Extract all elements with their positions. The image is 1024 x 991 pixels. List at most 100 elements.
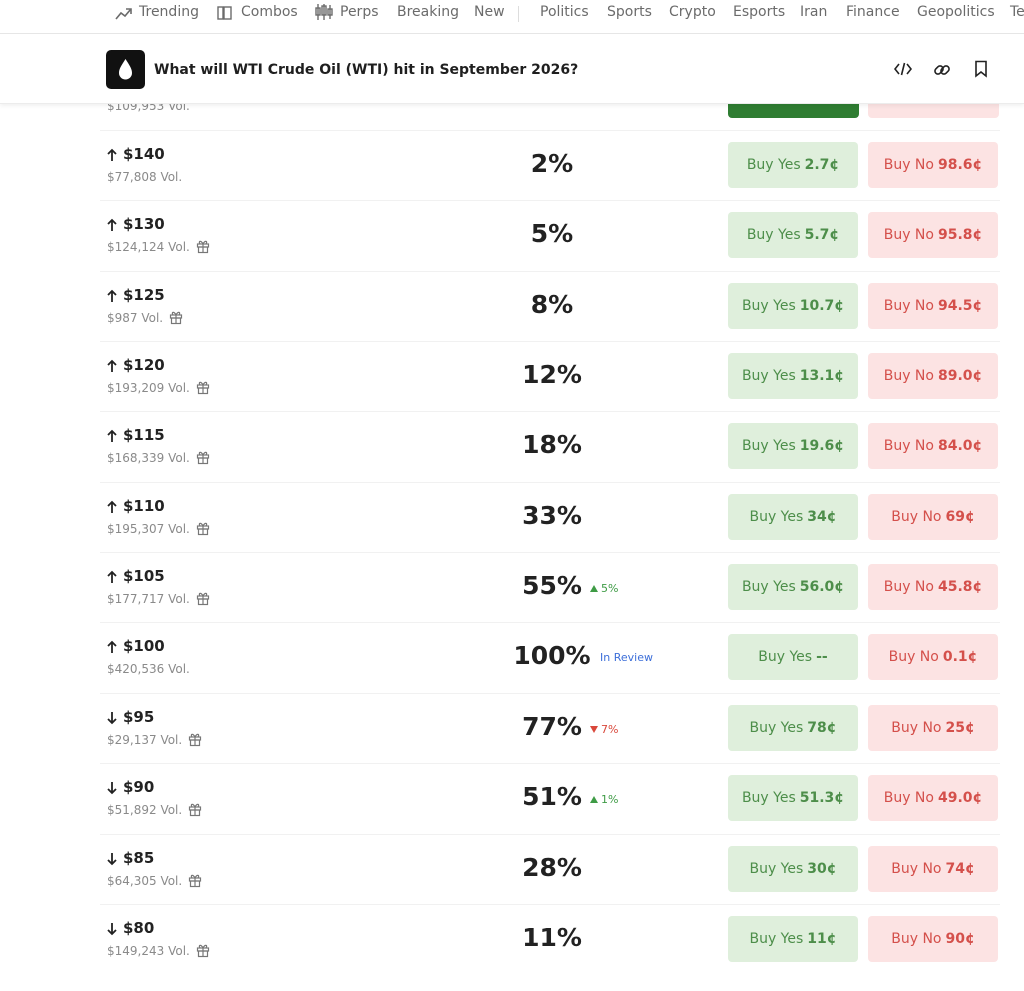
buy-no-label: Buy No (883, 438, 934, 454)
bookmark-button[interactable] (974, 60, 988, 78)
outcome-label: $140 (123, 145, 165, 163)
buy-no-button[interactable]: Buy No 25¢ (868, 705, 998, 751)
volume: $149,243 Vol. (107, 944, 190, 958)
buy-no-button[interactable]: Buy No 74¢ (868, 846, 998, 892)
buy-yes-label: Buy Yes (741, 368, 796, 384)
volume: $420,536 Vol. (107, 662, 190, 676)
link-button[interactable] (933, 61, 951, 79)
buy-yes-button[interactable]: Buy Yes 34¢ (728, 494, 858, 540)
row-divider (100, 834, 1000, 835)
chance-change: 5% (590, 582, 618, 595)
volume: $51,892 Vol. (107, 803, 183, 817)
buy-yes-label: Buy Yes (741, 579, 796, 595)
outcome-label: $95 (123, 708, 155, 726)
buy-yes-button[interactable]: Buy Yes 19.6¢ (728, 423, 858, 469)
buy-yes-button[interactable]: Buy Yes 11¢ (728, 916, 858, 962)
row-divider (100, 482, 1000, 483)
row-divider (100, 904, 1000, 905)
volume: $193,209 Vol. (107, 381, 190, 395)
direction-arrow (106, 639, 118, 658)
gift-icon (188, 873, 202, 892)
nav-separator (518, 6, 519, 22)
chance: 2% (530, 149, 574, 178)
nav-item[interactable]: New (474, 4, 505, 20)
perps-icon (315, 4, 333, 20)
yes-price: 2.7¢ (804, 157, 840, 173)
chance: 100% (513, 641, 591, 670)
chance: 18% (522, 430, 582, 459)
yes-price: 78¢ (807, 720, 837, 736)
direction-arrow (106, 780, 118, 799)
buy-yes-button[interactable]: Buy Yes 5.7¢ (728, 212, 858, 258)
buy-no-button[interactable]: Buy No 69¢ (868, 494, 998, 540)
row-divider (100, 271, 1000, 272)
outcome-label: $90 (123, 778, 155, 796)
nav-item[interactable]: Trending (139, 4, 199, 20)
buy-yes-button[interactable]: Buy Yes 30¢ (728, 846, 858, 892)
chance: 28% (522, 853, 582, 882)
no-price: 84.0¢ (937, 438, 983, 454)
buy-no-label: Buy No (883, 157, 934, 173)
buy-no-button[interactable]: Buy No 98.6¢ (868, 142, 998, 188)
volume: $195,307 Vol. (107, 522, 190, 536)
nav-item[interactable]: Iran (800, 4, 828, 20)
buy-no-label: Buy No (891, 509, 942, 525)
trending-icon (115, 8, 132, 20)
buy-yes-button[interactable]: Buy Yes 10.7¢ (728, 283, 858, 329)
nav-item[interactable]: Politics (540, 4, 589, 20)
nav-item[interactable]: Crypto (669, 4, 716, 20)
buy-yes-button[interactable]: Buy Yes 13.1¢ (728, 353, 858, 399)
volume: $987 Vol. (107, 311, 164, 325)
nav-item[interactable]: Perps (340, 4, 379, 20)
up-triangle (590, 582, 598, 595)
volume: $168,339 Vol. (107, 451, 190, 465)
outcome-label: $120 (123, 356, 165, 374)
nav-item[interactable]: Te (1010, 4, 1024, 20)
yes-price: 34¢ (807, 509, 837, 525)
nav-item[interactable]: Esports (733, 4, 786, 20)
no-price: 25¢ (945, 720, 975, 736)
buy-yes-button[interactable]: Buy Yes 78¢ (728, 705, 858, 751)
direction-arrow (106, 147, 118, 166)
outcome-label: $105 (123, 567, 165, 585)
gift-icon (196, 380, 210, 399)
no-price: 95.8¢ (937, 227, 983, 243)
direction-arrow (106, 851, 118, 870)
buy-no-button[interactable]: Buy No 84.0¢ (868, 423, 998, 469)
direction-arrow (106, 358, 118, 377)
buy-no-button[interactable]: Buy No 49.0¢ (868, 775, 998, 821)
buy-yes-button[interactable]: Buy Yes 51.3¢ (728, 775, 858, 821)
no-price: 90¢ (945, 931, 975, 947)
nav-item[interactable]: Sports (607, 4, 652, 20)
nav-item[interactable]: Geopolitics (917, 4, 995, 20)
nav-item[interactable]: Breaking (397, 4, 460, 20)
embed-button[interactable] (894, 61, 912, 77)
buy-no-button[interactable]: Buy No 94.5¢ (868, 283, 998, 329)
buy-yes-button[interactable]: Buy Yes 56.0¢ (728, 564, 858, 610)
outcome-label: $115 (123, 426, 165, 444)
chance-change: 7% (590, 723, 618, 736)
row-divider (100, 130, 1000, 131)
yes-price: -- (816, 649, 828, 665)
chance: 55% (522, 571, 582, 600)
direction-arrow (106, 921, 118, 940)
buy-no-button[interactable]: Buy No 95.8¢ (868, 212, 998, 258)
buy-yes-label: Buy Yes (741, 438, 796, 454)
buy-no-button[interactable]: Buy No 89.0¢ (868, 353, 998, 399)
buy-yes-label: Buy Yes (749, 861, 804, 877)
buy-yes-button[interactable]: Buy Yes 2.7¢ (728, 142, 858, 188)
nav-item[interactable]: Combos (241, 4, 298, 20)
nav-item[interactable]: Finance (846, 4, 900, 20)
volume: $77,808 Vol. (107, 170, 183, 184)
buy-yes-button[interactable]: Buy Yes -- (728, 634, 858, 680)
buy-no-button[interactable]: Buy No 90¢ (868, 916, 998, 962)
buy-yes-label: Buy Yes (749, 509, 804, 525)
row-divider (100, 341, 1000, 342)
buy-no-button[interactable]: Buy No 45.8¢ (868, 564, 998, 610)
chance: 5% (530, 219, 574, 248)
outcome-label: $100 (123, 637, 165, 655)
buy-no-button[interactable]: Buy No 0.1¢ (868, 634, 998, 680)
direction-arrow (106, 710, 118, 729)
outcome-label: $85 (123, 849, 155, 867)
yes-price: 30¢ (807, 861, 837, 877)
